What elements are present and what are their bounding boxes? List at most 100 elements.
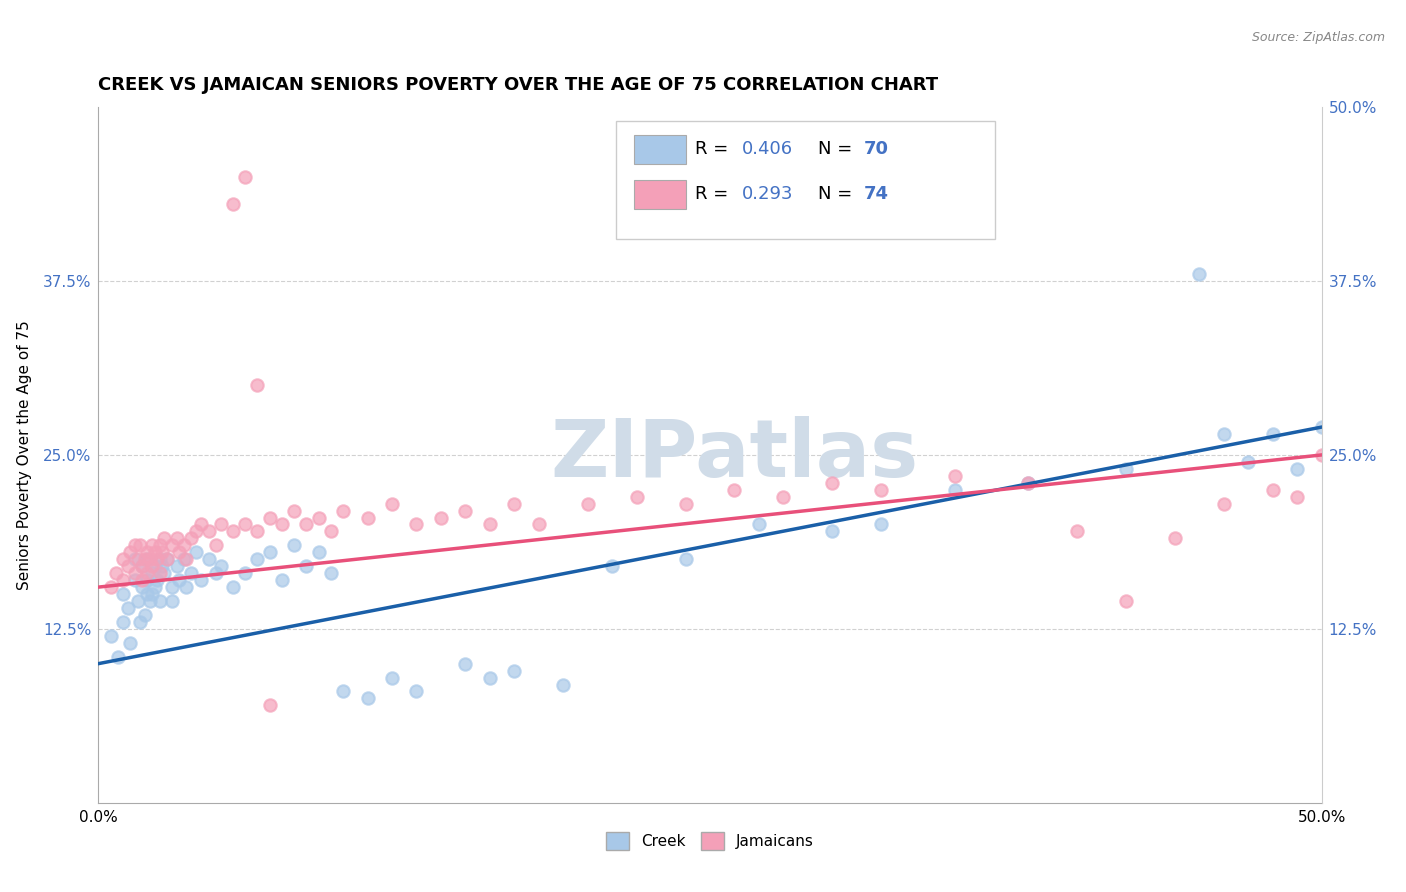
Point — [156, 552, 179, 566]
Point — [143, 559, 166, 574]
Point — [478, 517, 501, 532]
Point — [356, 510, 378, 524]
Point — [131, 580, 153, 594]
Point — [166, 559, 188, 574]
Point — [1286, 490, 1309, 504]
Point — [1115, 462, 1137, 476]
Point — [233, 517, 256, 532]
Point — [173, 538, 195, 552]
Point — [124, 566, 146, 581]
FancyBboxPatch shape — [616, 121, 995, 239]
Point — [675, 552, 697, 566]
Point — [141, 559, 163, 574]
Point — [381, 497, 404, 511]
Point — [134, 552, 156, 566]
Point — [259, 698, 281, 713]
Point — [626, 490, 648, 504]
Point — [478, 671, 501, 685]
Point — [186, 524, 208, 539]
Point — [209, 559, 232, 574]
Point — [149, 566, 172, 581]
Point — [246, 552, 269, 566]
Text: Source: ZipAtlas.com: Source: ZipAtlas.com — [1251, 31, 1385, 45]
Point — [176, 580, 198, 594]
Point — [576, 497, 599, 511]
Point — [454, 503, 477, 517]
Point — [117, 601, 139, 615]
Point — [503, 664, 526, 678]
Point — [1017, 475, 1039, 490]
Text: 0.293: 0.293 — [742, 185, 793, 203]
Point — [1188, 267, 1211, 281]
Text: N =: N = — [818, 140, 858, 159]
Point — [553, 677, 575, 691]
Point — [870, 483, 893, 497]
Point — [748, 517, 770, 532]
Text: 70: 70 — [865, 140, 889, 159]
Point — [136, 545, 159, 559]
Point — [124, 552, 146, 566]
Point — [131, 573, 153, 587]
Point — [111, 587, 134, 601]
Point — [111, 615, 134, 629]
Text: CREEK VS JAMAICAN SENIORS POVERTY OVER THE AGE OF 75 CORRELATION CHART: CREEK VS JAMAICAN SENIORS POVERTY OVER T… — [98, 77, 939, 95]
Point — [295, 559, 318, 574]
Point — [146, 552, 169, 566]
Point — [107, 649, 129, 664]
Point — [146, 573, 169, 587]
Point — [167, 573, 190, 587]
Point — [205, 566, 228, 581]
Text: 0.406: 0.406 — [742, 140, 793, 159]
Point — [120, 545, 142, 559]
Point — [131, 559, 153, 574]
Point — [675, 497, 697, 511]
Point — [134, 607, 156, 622]
Point — [100, 629, 122, 643]
Point — [1286, 462, 1309, 476]
Point — [1017, 475, 1039, 490]
Point — [156, 552, 179, 566]
Text: 74: 74 — [865, 185, 889, 203]
Point — [127, 552, 149, 566]
Point — [503, 497, 526, 511]
Point — [1261, 427, 1284, 442]
Point — [943, 468, 966, 483]
Point — [131, 559, 153, 574]
Point — [205, 538, 228, 552]
Point — [176, 552, 198, 566]
Point — [160, 538, 183, 552]
Point — [127, 594, 149, 608]
Point — [149, 594, 172, 608]
Point — [1310, 420, 1333, 434]
Point — [149, 538, 172, 552]
Point — [180, 566, 202, 581]
Point — [190, 517, 212, 532]
Point — [197, 552, 219, 566]
Text: R =: R = — [696, 140, 734, 159]
Point — [141, 566, 163, 581]
Point — [167, 545, 190, 559]
Point — [160, 594, 183, 608]
Point — [295, 517, 318, 532]
Point — [136, 573, 159, 587]
Point — [124, 538, 146, 552]
Point — [209, 517, 232, 532]
Point — [600, 559, 623, 574]
Point — [943, 483, 966, 497]
Point — [150, 559, 173, 574]
Point — [270, 573, 294, 587]
Point — [772, 490, 794, 504]
Point — [332, 684, 354, 698]
Point — [222, 197, 245, 211]
Point — [821, 524, 844, 539]
Point — [153, 566, 176, 581]
Point — [143, 580, 166, 594]
Point — [104, 566, 127, 581]
Text: ZIPatlas: ZIPatlas — [550, 416, 918, 494]
Point — [160, 580, 183, 594]
Point — [222, 524, 245, 539]
Point — [111, 573, 134, 587]
Point — [141, 587, 163, 601]
Point — [308, 510, 330, 524]
Point — [129, 538, 152, 552]
